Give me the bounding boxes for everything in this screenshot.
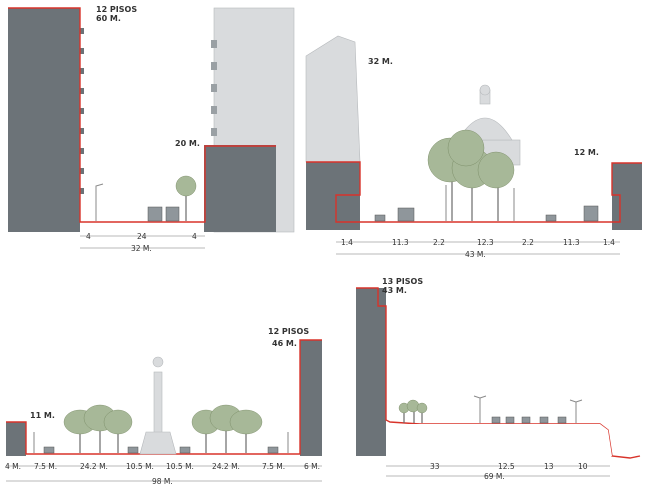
dim-3: 13 bbox=[544, 462, 554, 471]
right-building bbox=[612, 163, 642, 230]
total-label: 43 M. bbox=[465, 250, 486, 259]
dim-2: 12.5 bbox=[498, 462, 515, 471]
car-4 bbox=[539, 416, 549, 424]
left-building-label: 13 PISOS 43 M. bbox=[382, 277, 423, 295]
dim-1: 33 bbox=[430, 462, 440, 471]
street-lamp bbox=[95, 183, 104, 221]
trees-right bbox=[191, 404, 263, 453]
right-building-label: 20 M. bbox=[175, 139, 200, 148]
right-building-label: 12 M. bbox=[574, 148, 599, 157]
dim-3: 2.2 bbox=[433, 238, 445, 247]
section-3-panel: 11 M. 12 PISOS 46 M. 4 M. 7.5 M. 24.2 M. … bbox=[0, 270, 330, 500]
section-3-drawing: 11 M. 12 PISOS 46 M. 4 M. 7.5 M. 24.2 M. … bbox=[5, 327, 322, 486]
left-building-balconies bbox=[79, 28, 84, 194]
section-4-panel: 13 PISOS 43 M. 33 12.5 13 10 69 M. bbox=[350, 270, 651, 500]
bus bbox=[397, 207, 415, 222]
median-trees bbox=[427, 129, 515, 221]
right-building bbox=[300, 340, 322, 456]
trees bbox=[398, 399, 428, 423]
dim-6: 24.2 M. bbox=[212, 462, 240, 471]
dim-7: 1.4 bbox=[603, 238, 615, 247]
section-1-drawing: 12 PISOS 60 M. 20 M. 4 24 4 32 M. bbox=[8, 5, 295, 253]
section-4-drawing: 13 PISOS 43 M. 33 12.5 13 10 69 M. bbox=[356, 277, 641, 481]
car-1 bbox=[43, 446, 55, 454]
car-1 bbox=[491, 416, 501, 424]
car-2 bbox=[545, 214, 557, 222]
dim-1: 4 bbox=[86, 232, 91, 241]
car-1 bbox=[374, 214, 386, 222]
background-building-balconies bbox=[211, 40, 217, 136]
car-4 bbox=[267, 446, 279, 454]
dim-4: 12.3 bbox=[477, 238, 494, 247]
right-building bbox=[204, 145, 276, 232]
dim-8: 6 M. bbox=[304, 462, 320, 471]
street-tree bbox=[175, 175, 197, 197]
truck bbox=[583, 205, 599, 222]
right-building-label: 12 PISOS 46 M. bbox=[268, 327, 309, 348]
left-building-label: 12 PISOS 60 M. bbox=[96, 5, 137, 23]
total-label: 69 M. bbox=[484, 472, 505, 481]
total-label: 98 M. bbox=[152, 477, 173, 486]
bus-2 bbox=[165, 206, 180, 222]
dim-1: 1.4 bbox=[341, 238, 353, 247]
left-building bbox=[306, 162, 360, 230]
dim-4: 10 bbox=[578, 462, 588, 471]
street-profile-line bbox=[8, 7, 276, 223]
bus-1 bbox=[147, 206, 163, 222]
dim-1: 4 M. bbox=[5, 462, 21, 471]
monument bbox=[139, 356, 177, 455]
street-profile-line bbox=[306, 161, 642, 223]
dim-2: 24 bbox=[137, 232, 147, 241]
dim-7: 7.5 M. bbox=[262, 462, 285, 471]
section-2-panel: 32 M. 12 M. 1.4 11.3 2.2 12.3 2.2 11.3 1… bbox=[300, 0, 651, 270]
left-building bbox=[8, 8, 80, 232]
dim-2: 11.3 bbox=[392, 238, 409, 247]
car-5 bbox=[557, 416, 567, 424]
left-building bbox=[6, 422, 26, 456]
background-building-left bbox=[305, 35, 361, 163]
lamp-2 bbox=[569, 399, 583, 423]
dim-5: 2.2 bbox=[522, 238, 534, 247]
left-building-label: 32 M. bbox=[368, 57, 393, 66]
dim-6: 11.3 bbox=[563, 238, 580, 247]
left-building-label: 11 M. bbox=[30, 411, 55, 420]
car-2 bbox=[505, 416, 515, 424]
trees-left bbox=[63, 404, 133, 453]
total-label: 32 M. bbox=[131, 244, 152, 253]
section-2-drawing: 32 M. 12 M. 1.4 11.3 2.2 12.3 2.2 11.3 1… bbox=[305, 35, 642, 259]
embankment bbox=[386, 424, 612, 456]
dim-3: 4 bbox=[192, 232, 197, 241]
car-3 bbox=[179, 446, 191, 454]
dim-2: 7.5 M. bbox=[34, 462, 57, 471]
street-profile-line bbox=[356, 287, 641, 459]
dim-5: 10.5 M. bbox=[166, 462, 194, 471]
car-2 bbox=[127, 446, 139, 454]
lamp-1 bbox=[473, 395, 487, 423]
left-building bbox=[356, 288, 386, 456]
dim-4: 10.5 M. bbox=[126, 462, 154, 471]
dim-3: 24.2 M. bbox=[80, 462, 108, 471]
section-1-panel: 12 PISOS 60 M. 20 M. 4 24 4 32 M. bbox=[0, 0, 300, 260]
car-3 bbox=[521, 416, 531, 424]
